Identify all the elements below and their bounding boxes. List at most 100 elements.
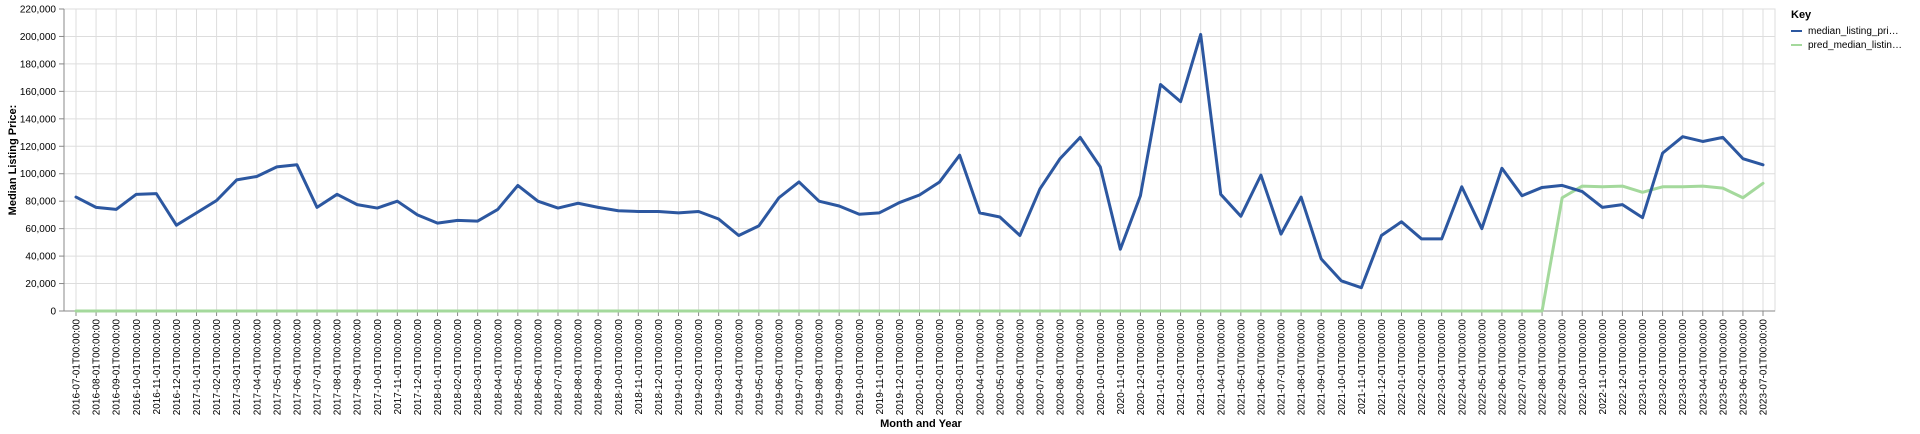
y-tick-label: 100,000 (20, 169, 57, 180)
x-tick-label: 2022-09-01T00:00:00 (1558, 319, 1569, 416)
x-tick-label: 2023-02-01T00:00:00 (1658, 319, 1669, 416)
x-tick-label: 2019-03-01T00:00:00 (714, 319, 725, 416)
x-tick-label: 2017-01-01T00:00:00 (192, 319, 203, 416)
x-tick-label: 2018-12-01T00:00:00 (654, 319, 665, 416)
x-tick-label: 2022-03-01T00:00:00 (1437, 319, 1448, 416)
x-tick-label: 2020-04-01T00:00:00 (975, 319, 986, 416)
x-tick-label: 2021-12-01T00:00:00 (1377, 319, 1388, 416)
x-tick-label: 2016-12-01T00:00:00 (172, 319, 183, 416)
x-tick-label: 2016-10-01T00:00:00 (132, 319, 143, 416)
x-tick-label: 2021-11-01T00:00:00 (1357, 319, 1368, 415)
x-tick-label: 2023-05-01T00:00:00 (1718, 319, 1729, 416)
y-tick-label: 200,000 (20, 32, 57, 43)
x-tick-label: 2016-09-01T00:00:00 (112, 319, 123, 416)
x-tick-label: 2017-08-01T00:00:00 (333, 319, 344, 416)
x-tick-label: 2021-01-01T00:00:00 (1156, 319, 1167, 416)
series-line-pred (74, 181, 1765, 313)
x-tick-label: 2023-01-01T00:00:00 (1638, 319, 1649, 416)
x-tick-label: 2023-06-01T00:00:00 (1738, 319, 1749, 416)
x-tick-label: 2022-07-01T00:00:00 (1518, 319, 1529, 416)
x-tick-label: 2020-01-01T00:00:00 (915, 319, 926, 416)
x-tick-label: 2021-05-01T00:00:00 (1236, 319, 1247, 416)
legend-title: Key (1791, 9, 1812, 21)
x-tick-label: 2023-07-01T00:00:00 (1759, 319, 1770, 416)
x-tick-label: 2021-02-01T00:00:00 (1176, 319, 1187, 416)
x-tick-label: 2020-06-01T00:00:00 (1015, 319, 1026, 416)
x-tick-label: 2020-05-01T00:00:00 (995, 319, 1006, 416)
y-tick-label: 0 (50, 307, 56, 318)
x-tick-label: 2018-01-01T00:00:00 (433, 319, 444, 416)
x-tick-label: 2018-03-01T00:00:00 (473, 319, 484, 416)
y-tick-label: 60,000 (25, 224, 56, 235)
x-tick-label: 2020-12-01T00:00:00 (1136, 319, 1147, 416)
y-axis: 0 20,000 40,000 60,000 80,000 100,000 120,000 1… (20, 5, 65, 318)
x-tick-label: 2019-02-01T00:00:00 (694, 319, 705, 416)
y-tick-label: 120,000 (20, 142, 57, 153)
x-tick-label: 2019-12-01T00:00:00 (895, 319, 906, 416)
x-tick-label: 2021-08-01T00:00:00 (1297, 319, 1308, 416)
x-tick-label: 2023-03-01T00:00:00 (1678, 319, 1689, 416)
x-tick-label: 2023-04-01T00:00:00 (1698, 319, 1709, 416)
x-tick-label: 2019-09-01T00:00:00 (835, 319, 846, 416)
x-tick-label: 2020-08-01T00:00:00 (1056, 319, 1067, 416)
y-tick-label: 140,000 (20, 114, 57, 125)
x-tick-label: 2019-08-01T00:00:00 (815, 319, 826, 416)
x-tick-label: 2017-03-01T00:00:00 (232, 319, 243, 416)
x-tick-label: 2018-11-01T00:00:00 (634, 319, 645, 415)
y-tick-label: 180,000 (20, 59, 57, 70)
legend: Key median_listing_pri… pred_median_list… (1791, 9, 1902, 51)
x-tick-label: 2022-01-01T00:00:00 (1397, 319, 1408, 416)
x-tick-label: 2019-04-01T00:00:00 (734, 319, 745, 416)
y-tick-label: 80,000 (25, 197, 56, 208)
grid-lines (63, 8, 1776, 312)
x-tick-label: 2021-10-01T00:00:00 (1337, 319, 1348, 416)
x-tick-label: 2018-09-01T00:00:00 (594, 319, 605, 416)
x-tick-label: 2018-08-01T00:00:00 (574, 319, 585, 416)
x-tick-label: 2017-02-01T00:00:00 (212, 319, 223, 416)
x-tick-label: 2016-08-01T00:00:00 (92, 319, 103, 416)
legend-label-median: median_listing_pri… (1808, 26, 1899, 37)
series-lines (74, 32, 1765, 313)
x-tick-label: 2020-10-01T00:00:00 (1096, 319, 1107, 416)
x-tick-label: 2018-05-01T00:00:00 (513, 319, 524, 416)
x-tick-label: 2019-07-01T00:00:00 (795, 319, 806, 416)
x-tick-label: 2017-04-01T00:00:00 (252, 319, 263, 416)
x-tick-label: 2017-06-01T00:00:00 (292, 319, 303, 416)
y-tick-label: 40,000 (25, 252, 56, 263)
y-tick-label: 20,000 (25, 279, 56, 290)
x-tick-label: 2021-04-01T00:00:00 (1216, 319, 1227, 416)
y-axis-title: Median Listing Price: (7, 105, 19, 216)
x-tick-label: 2018-06-01T00:00:00 (533, 319, 544, 416)
x-tick-label: 2017-10-01T00:00:00 (373, 319, 384, 416)
x-tick-label: 2022-10-01T00:00:00 (1578, 319, 1589, 416)
x-tick-label: 2017-12-01T00:00:00 (413, 319, 424, 416)
x-tick-label: 2022-12-01T00:00:00 (1618, 319, 1629, 416)
x-tick-label: 2017-11-01T00:00:00 (393, 319, 404, 415)
x-tick-label: 2020-07-01T00:00:00 (1036, 319, 1047, 416)
x-tick-label: 2018-04-01T00:00:00 (493, 319, 504, 416)
x-tick-label: 2020-03-01T00:00:00 (955, 319, 966, 416)
x-tick-label: 2017-07-01T00:00:00 (313, 319, 324, 416)
x-tick-label: 2019-05-01T00:00:00 (754, 319, 765, 416)
x-tick-label: 2016-07-01T00:00:00 (72, 319, 83, 416)
x-tick-label: 2020-02-01T00:00:00 (935, 319, 946, 416)
x-tick-label: 2016-11-01T00:00:00 (152, 319, 163, 415)
x-tick-label: 2017-05-01T00:00:00 (272, 319, 283, 416)
x-axis-title: Month and Year (880, 418, 962, 430)
x-tick-label: 2021-09-01T00:00:00 (1317, 319, 1328, 416)
x-tick-label: 2019-01-01T00:00:00 (674, 319, 685, 416)
x-tick-label: 2022-06-01T00:00:00 (1497, 319, 1508, 416)
x-tick-label: 2017-09-01T00:00:00 (353, 319, 364, 416)
legend-label-pred: pred_median_listin… (1808, 40, 1902, 51)
x-tick-label: 2018-10-01T00:00:00 (614, 319, 625, 416)
x-tick-label: 2022-08-01T00:00:00 (1538, 319, 1549, 416)
x-tick-label: 2022-05-01T00:00:00 (1477, 319, 1488, 416)
x-tick-label: 2020-09-01T00:00:00 (1076, 319, 1087, 416)
x-tick-label: 2021-07-01T00:00:00 (1277, 319, 1288, 416)
x-tick-label: 2022-02-01T00:00:00 (1417, 319, 1428, 416)
x-tick-label: 2020-11-01T00:00:00 (1116, 319, 1127, 415)
x-tick-label: 2022-04-01T00:00:00 (1457, 319, 1468, 416)
x-tick-label: 2022-11-01T00:00:00 (1598, 319, 1609, 415)
x-tick-label: 2018-02-01T00:00:00 (453, 319, 464, 416)
